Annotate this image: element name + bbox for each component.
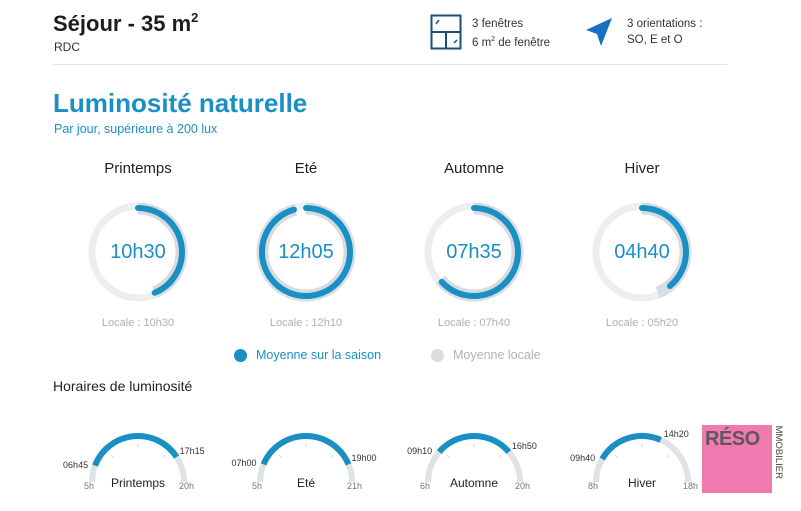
- hours-axis-start-3: 8h: [588, 481, 599, 491]
- hours-gauge-tick-3-0: [614, 454, 618, 458]
- hours-gauge-2: [425, 433, 523, 483]
- logo-background: [702, 425, 772, 493]
- hours-start-label-2: 09h10: [407, 445, 433, 456]
- hours-axis-start-0: 5h: [84, 481, 95, 491]
- logo-vertical-text: IMMOBILIER: [773, 425, 784, 479]
- section-subtitle: Par jour, supérieure à 200 lux: [54, 122, 218, 136]
- hours-axis-start-2: 6h: [420, 481, 431, 491]
- hours-title: Horaires de luminosité: [53, 378, 193, 394]
- window-icon: [430, 14, 462, 50]
- season-donut-season-arc-1: [259, 205, 353, 299]
- legend-local-label: Moyenne locale: [453, 348, 541, 362]
- logo-text: RÉSO: [705, 428, 760, 450]
- hours-season-3: Hiver: [627, 476, 656, 490]
- season-value-2: 07h35: [446, 241, 502, 263]
- hours-gauge-tick-0-0: [110, 454, 114, 458]
- legend-season-dot: [234, 349, 247, 362]
- hours-gauge-arc-2: [436, 433, 512, 455]
- season-value-1: 12h05: [278, 241, 334, 263]
- hours-end-label-3: 14h20: [663, 428, 689, 439]
- hours-season-0: Printemps: [110, 476, 166, 490]
- hours-gauge-1: [257, 433, 355, 483]
- room-floor: RDC: [54, 40, 80, 54]
- navigation-arrow-icon: [586, 18, 612, 46]
- hours-gauge-arc-0: [92, 433, 180, 467]
- orientation-count: 3 orientations :: [627, 18, 703, 30]
- season-donut-0: [88, 202, 188, 302]
- season-donut-season-arc-2: [427, 205, 521, 299]
- hours-end-label-0: 17h15: [179, 445, 205, 456]
- season-local-2: Locale : 07h40: [437, 317, 511, 329]
- windows-count: 3 fenêtres: [472, 18, 524, 30]
- season-value-3: 04h40: [614, 241, 670, 263]
- logo-vertical: IMMOBILIER: [773, 425, 784, 479]
- hours-axis-end-3: 18h: [683, 481, 699, 491]
- season-local-1: Locale : 12h10: [269, 317, 343, 329]
- season-value-0: 10h30: [110, 241, 166, 263]
- hours-axis-end-0: 20h: [179, 481, 195, 491]
- orientation-info: 3 orientations : SO, E et O: [627, 16, 702, 48]
- room-title-text: Séjour - 35 m: [53, 11, 192, 36]
- hours-season-1: Eté: [296, 476, 315, 490]
- hours-start-label-3: 09h40: [570, 452, 596, 463]
- hours-gauge-tick-1-0: [278, 454, 282, 458]
- season-name-3: Hiver: [624, 160, 660, 177]
- room-title-sup: 2: [191, 10, 199, 25]
- legend-season-label: Moyenne sur la saison: [256, 348, 382, 362]
- hours-start-label-1: 07h00: [231, 458, 257, 469]
- legend-local-dot: [431, 349, 444, 362]
- header-divider: [53, 64, 727, 65]
- hours-season-2: Automne: [449, 476, 499, 490]
- season-donut-season-arc-0: [91, 205, 185, 299]
- hours-gauge-tick-0-2: [162, 454, 166, 458]
- windows-info: 3 fenêtres 6 m2 de fenêtre: [472, 16, 550, 51]
- windows-area: 6 m2 de fenêtre: [472, 36, 551, 49]
- hours-axis-end-2: 20h: [515, 481, 531, 491]
- hours-gauge-tick-2-2: [498, 454, 502, 458]
- season-local-3: Locale : 05h20: [605, 317, 679, 329]
- hours-gauge-3: [593, 433, 691, 483]
- season-donut-1: [256, 202, 356, 302]
- season-name-1: Eté: [294, 160, 318, 177]
- section-title: Luminosité naturelle: [53, 88, 308, 118]
- hours-end-label-1: 19h00: [351, 453, 377, 464]
- hours-gauge-arc-3: [599, 433, 662, 461]
- hours-gauge-tick-2-0: [446, 454, 450, 458]
- hours-axis-end-1: 21h: [347, 481, 363, 491]
- season-donut-2: [424, 202, 524, 302]
- hours-start-label-0: 06h45: [63, 459, 89, 470]
- season-donut-3: [592, 202, 692, 302]
- season-name-0: Printemps: [104, 160, 172, 177]
- season-name-2: Automne: [443, 160, 505, 177]
- hours-gauge-arc-1: [260, 433, 352, 466]
- hours-gauge-tick-1-2: [330, 454, 334, 458]
- hours-axis-start-1: 5h: [252, 481, 263, 491]
- hours-gauge-0: [89, 433, 187, 483]
- hours-end-label-2: 16h50: [511, 440, 537, 451]
- room-title: Séjour - 35 m2: [53, 10, 198, 37]
- season-local-0: Locale : 10h30: [101, 317, 175, 329]
- hours-gauge-tick-3-2: [666, 454, 670, 458]
- season-donut-season-arc-3: [595, 205, 689, 299]
- orientation-list: SO, E et O: [627, 34, 683, 46]
